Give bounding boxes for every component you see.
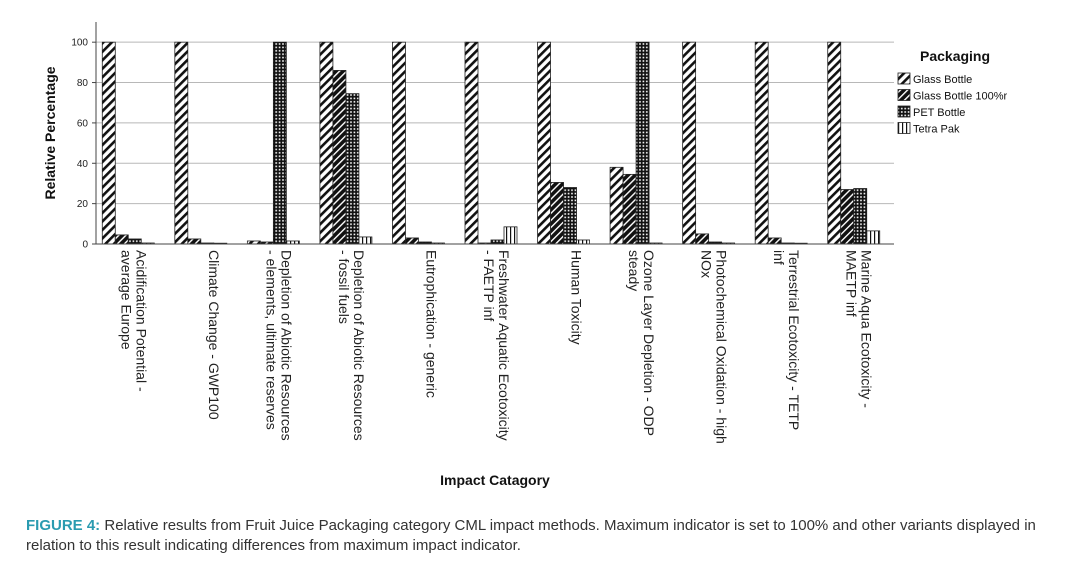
x-category-label-8-line-2: steady [626,250,642,291]
bar-glass-bottle-100-r-11 [840,189,855,245]
bar-glass-bottle-100-r-1 [114,234,129,245]
bar-glass-bottle-11 [827,41,842,245]
x-category-2: Climate Change - GWP100 [206,250,222,420]
bar-glass-bottle-2 [174,41,189,245]
figure-caption: FIGURE 4: Relative results from Fruit Ju… [26,516,1056,556]
x-category-label-3-line-1: Depletion of Abiotic Resources [278,250,294,441]
x-category-label-10-line-2: inf [771,250,787,265]
legend-swatch-pet-bottle [897,105,911,118]
legend-title: Packaging [920,48,990,64]
bar-glass-bottle-6 [464,41,479,245]
x-category-label-4-line-2: - fossil fuels [336,250,352,324]
x-category-label-6-line-2: - FAETP inf [481,250,497,321]
legend-label-glass-bottle: Glass Bottle [913,74,972,86]
x-category-5: Eutrophication - generic [423,250,439,398]
x-category-label-5-line-1: Eutrophication - generic [423,250,439,398]
bar-glass-bottle-100-r-5 [405,237,419,245]
bar-pet-bottle-4 [345,93,360,245]
x-axis-title: Impact Catagory [440,472,550,488]
x-category-label-8-line-1: Ozone Layer Depletion - ODP [641,250,657,436]
x-category-label-1-line-1: Acidification Potential - [133,250,149,392]
x-category-label-9-line-1: Photochemical Oxidation - high [714,250,730,444]
legend-label-glass-bottle-100-r: Glass Bottle 100%r [913,91,1007,103]
y-tick-label-60: 60 [77,118,89,129]
x-category-labels: Acidification Potential -average Europe C… [118,250,874,444]
x-category-label-9-line-2: NOx [699,250,715,278]
bar-pet-bottle-8 [635,41,650,245]
caption-lead: FIGURE 4: [26,517,101,534]
x-category-label-10-line-1: Terrestrial Ecotoxicity - TETP [786,250,802,430]
x-category-6: Freshwater Aquatic Ecotoxicity- FAETP in… [481,250,512,441]
bars [101,41,881,245]
bar-glass-bottle-10 [754,41,769,245]
axes [95,22,894,245]
bar-glass-bottle-7 [537,41,551,245]
bar-glass-bottle-8 [609,166,624,245]
bar-chart: 0 20 40 60 80 100 Acidification Potential -av… [42,22,1007,488]
x-category-4: Depletion of Abiotic Resources- fossil f… [336,250,367,441]
bar-glass-bottle-100-r-2 [187,238,202,245]
bar-tetra-pak-6 [503,226,518,245]
legend-swatch-glass-bottle-100-r [897,89,911,101]
bar-glass-bottle-4 [319,41,334,245]
bar-glass-bottle-5 [392,41,406,245]
x-category-label-6-line-1: Freshwater Aquatic Ecotoxicity [496,250,512,441]
x-category-label-1-line-2: average Europe [118,250,134,350]
legend-swatch-tetra-pak [897,122,911,134]
y-tick-label-20: 20 [77,199,89,210]
x-category-label-2-line-1: Climate Change - GWP100 [206,250,222,420]
y-tick-label-100: 100 [71,38,88,49]
x-category-label-11-line-2: MAETP inf [844,250,860,317]
x-category-label-3-line-2: - elements, ultimate reserves [263,250,279,430]
bar-glass-bottle-100-r-8 [622,173,637,245]
y-tick-labels: 0 20 40 60 80 100 [71,38,96,251]
bar-tetra-pak-4 [358,236,373,245]
x-category-label-11-line-1: Marine Aqua Ecotoxicity - [859,250,875,408]
legend-label-pet-bottle: PET Bottle [913,107,965,119]
x-category-label-4-line-1: Depletion of Abiotic Resources [351,250,367,441]
bar-glass-bottle-100-r-7 [550,182,564,245]
legend-swatch-glass-bottle [897,72,911,85]
bar-glass-bottle-1 [101,41,116,245]
legend-label-tetra-pak: Tetra Pak [913,124,960,136]
bar-glass-bottle-9 [682,41,697,245]
bar-pet-bottle-11 [853,188,868,245]
bar-pet-bottle-6 [490,239,505,245]
x-category-1: Acidification Potential -average Europe [118,250,149,392]
chart-panel: 0 20 40 60 80 100 Acidification Potential - av… [30,12,1050,506]
bar-glass-bottle-100-r-9 [695,233,710,245]
y-tick-label-40: 40 [77,159,89,170]
bar-pet-bottle-7 [563,187,577,245]
gridlines [96,41,894,205]
x-category-11: Marine Aqua Ecotoxicity -MAETP inf [844,250,875,408]
bar-tetra-pak-11 [866,230,881,245]
y-tick-label-80: 80 [77,78,89,89]
x-category-7: Human Toxicity [569,250,585,345]
legend: Packaging Glass Bottle Glass Bottle 100%r… [897,48,1007,136]
bar-glass-bottle-100-r-10 [767,237,782,245]
x-category-label-7-line-1: Human Toxicity [569,250,585,345]
caption-text: Relative results from Fruit Juice Packag… [26,517,1036,554]
bar-glass-bottle-100-r-4 [332,70,347,245]
bar-pet-bottle-1 [127,238,142,245]
bar-pet-bottle-3 [272,41,287,245]
bar-tetra-pak-7 [576,239,590,245]
y-axis-title: Relative Percentage [42,66,58,199]
y-tick-label-0: 0 [82,240,88,251]
x-category-3: Depletion of Abiotic Resources- elements… [263,250,294,441]
